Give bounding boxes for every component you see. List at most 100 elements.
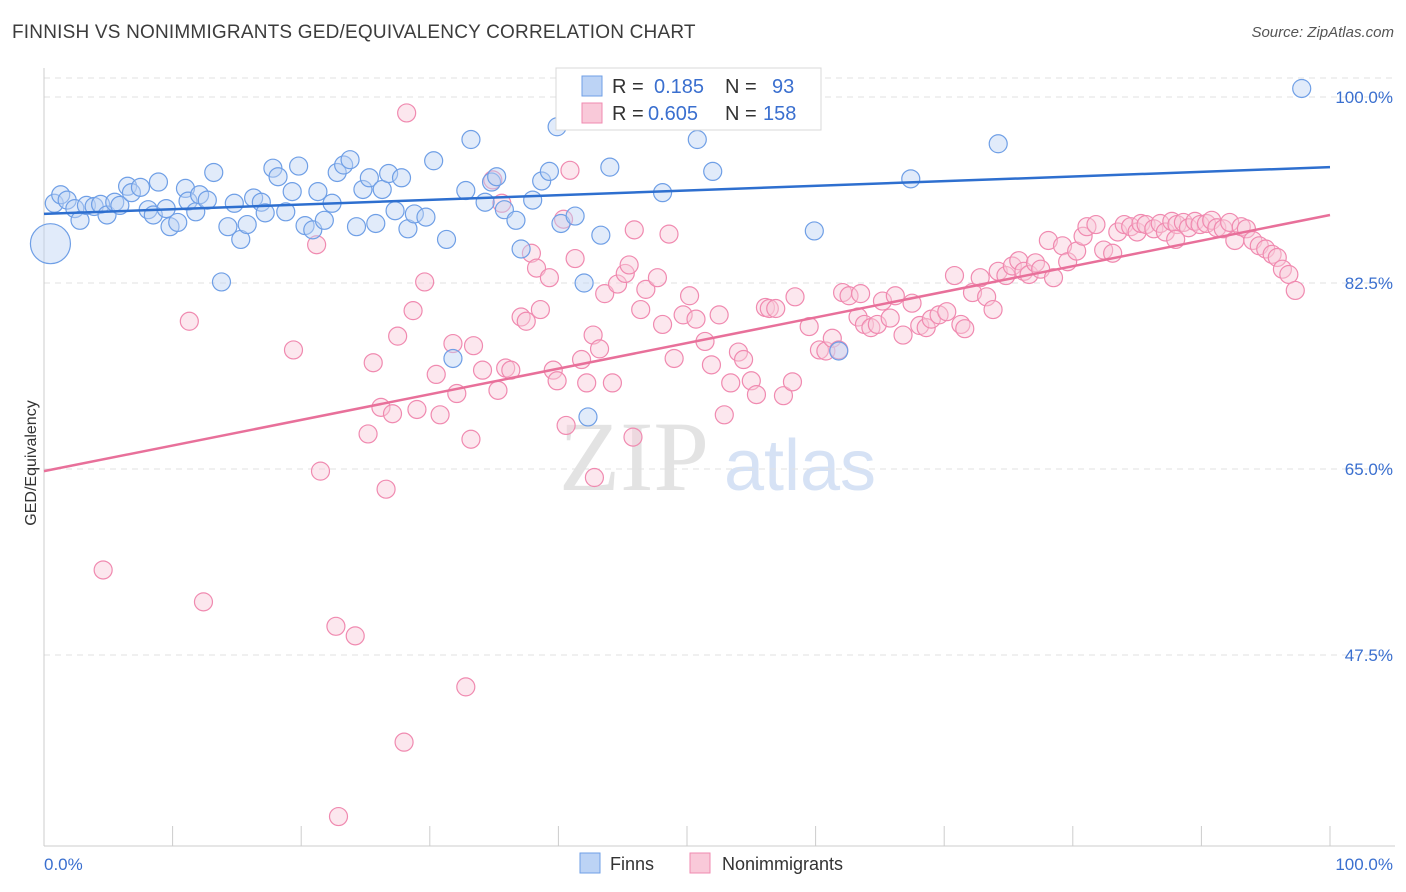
nonimmigrants-point xyxy=(1155,222,1175,242)
nonimmigrants-point xyxy=(539,268,559,288)
nonimmigrants-point xyxy=(488,380,508,400)
nonimmigrants-point xyxy=(809,340,830,360)
finns-point xyxy=(168,212,188,233)
finns-point xyxy=(379,163,399,184)
finns-point xyxy=(255,203,275,223)
nonimmigrants-r-label: R = xyxy=(612,103,644,125)
x-tick-min: 0.0% xyxy=(44,855,83,874)
nonimmigrants-point xyxy=(1279,264,1299,285)
finns-point xyxy=(76,195,97,216)
nonimmigrants-point xyxy=(443,333,463,354)
nonimmigrants-point xyxy=(624,220,644,240)
legend-finns-label: Finns xyxy=(610,854,654,874)
nonimmigrants-point xyxy=(893,325,913,345)
nonimmigrants-points xyxy=(93,103,1305,827)
legend-finns-swatch xyxy=(579,852,601,874)
nonimmigrants-point xyxy=(363,353,383,373)
nonimmigrants-point xyxy=(397,103,417,123)
nonimmigrants-n-label: N = xyxy=(725,103,757,125)
nonimmigrants-point xyxy=(1025,253,1046,273)
nonimmigrants-point xyxy=(970,268,990,288)
nonimmigrants-point xyxy=(1073,226,1093,246)
nonimmigrants-point xyxy=(785,287,805,307)
nonimmigrants-point xyxy=(1144,219,1164,239)
nonimmigrants-point xyxy=(426,364,446,385)
finns-point xyxy=(121,183,142,203)
finns-point xyxy=(353,179,373,200)
finns-point xyxy=(178,191,198,211)
chart-title: FINNISH VS NONIMMIGRANTS GED/EQUIVALENCY… xyxy=(12,22,696,43)
finns-point xyxy=(218,217,238,237)
nonimmigrants-point xyxy=(664,348,684,369)
nonimmigrants-point xyxy=(307,235,327,255)
finns-n-label: N = xyxy=(725,76,757,98)
nonimmigrants-point xyxy=(1262,244,1282,264)
nonimmigrants-point xyxy=(1043,268,1064,288)
nonimmigrants-point xyxy=(193,592,214,612)
nonimmigrants-point xyxy=(659,224,679,244)
finns-point xyxy=(600,157,620,177)
nonimmigrants-point xyxy=(701,355,722,375)
nonimmigrants-point xyxy=(714,405,734,425)
nonimmigrants-point xyxy=(1108,222,1128,242)
source-label: Source: ZipAtlas.com xyxy=(1251,24,1394,41)
finns-swatch xyxy=(581,75,603,97)
finns-point xyxy=(487,167,507,187)
nonimmigrants-point xyxy=(1086,214,1106,235)
finns-point xyxy=(511,239,531,259)
stats-legend: R = 0.185 N = 93 R = 0.605 N = 158 xyxy=(555,67,822,131)
legend-nonimmigrants-label: Nonimmigrants xyxy=(722,854,843,874)
finns-point xyxy=(237,214,257,235)
finns-point xyxy=(443,348,463,369)
finns-n-value: 93 xyxy=(772,76,794,98)
nonimmigrants-point xyxy=(607,274,628,294)
nonimmigrants-point xyxy=(584,467,605,488)
finns-point xyxy=(366,213,386,234)
nonimmigrants-point xyxy=(686,309,706,329)
nonimmigrants-point xyxy=(652,314,673,335)
nonimmigrants-point xyxy=(759,298,779,319)
finns-point xyxy=(424,151,444,171)
finns-point xyxy=(591,225,611,245)
finns-point xyxy=(130,177,151,197)
nonimmigrants-point xyxy=(565,248,585,269)
nonimmigrants-point xyxy=(623,427,643,447)
finns-point xyxy=(532,171,552,191)
nonimmigrants-point xyxy=(589,339,610,359)
nonimmigrants-point xyxy=(577,373,597,393)
nonimmigrants-point xyxy=(382,404,403,424)
nonimmigrants-trend-line xyxy=(43,213,1331,473)
nonimmigrants-point xyxy=(1009,251,1029,271)
nonimmigrants-point xyxy=(326,616,346,636)
y-tick-label: 100.0% xyxy=(1335,88,1393,107)
nonimmigrants-point xyxy=(983,299,1003,320)
nonimmigrants-point xyxy=(721,373,741,393)
nonimmigrants-point xyxy=(937,302,957,322)
finns-point xyxy=(90,194,111,214)
finns-point xyxy=(829,341,849,361)
nonimmigrants-swatch xyxy=(581,102,603,124)
finns-point xyxy=(404,204,424,224)
nonimmigrants-point xyxy=(782,372,803,392)
finns-point xyxy=(289,156,309,176)
nonimmigrants-point xyxy=(851,284,871,304)
nonimmigrants-point xyxy=(403,301,423,321)
nonimmigrants-point xyxy=(1002,256,1022,276)
nonimmigrants-n-value: 158 xyxy=(763,103,796,125)
finns-point xyxy=(703,161,723,181)
nonimmigrants-point xyxy=(430,405,450,425)
nonimmigrants-point xyxy=(595,284,615,304)
finns-point xyxy=(523,190,543,210)
finns-point xyxy=(687,129,707,150)
nonimmigrants-point xyxy=(1220,212,1240,233)
nonimmigrants-point xyxy=(1038,230,1058,251)
nonimmigrants-point xyxy=(463,336,484,356)
nonimmigrants-point xyxy=(733,349,754,370)
y-tick-label: 47.5% xyxy=(1345,646,1393,665)
nonimmigrants-point xyxy=(619,255,639,275)
finns-point xyxy=(197,190,217,210)
finns-point xyxy=(539,161,559,181)
nonimmigrants-point xyxy=(93,560,113,580)
finns-point xyxy=(481,172,502,192)
